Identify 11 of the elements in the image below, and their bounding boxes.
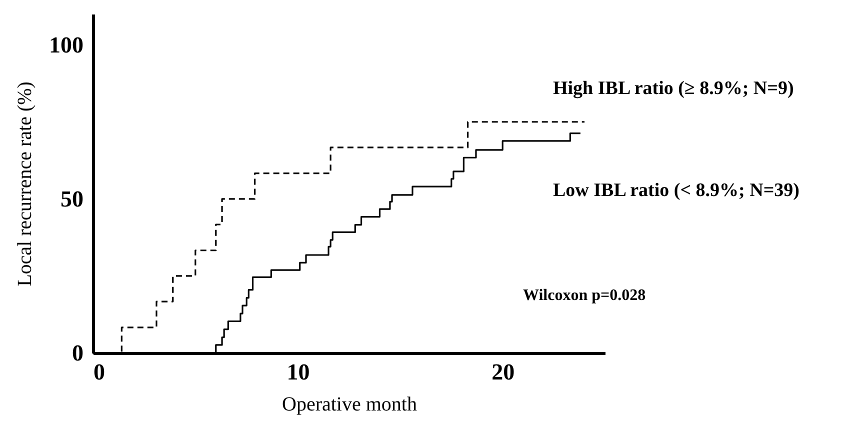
y-axis-title: Local recurrence rate (%) <box>14 82 36 286</box>
x-tick-label: 10 <box>286 360 310 384</box>
annotation: Wilcoxon p=0.028 <box>523 287 646 304</box>
y-tick-label: 100 <box>49 32 84 58</box>
series-label: High IBL ratio (≥ 8.9%; N=9) <box>553 78 794 99</box>
x-axis-title: Operative month <box>282 394 417 416</box>
y-tick-label: 50 <box>60 186 84 212</box>
y-tick-label: 0 <box>72 340 84 366</box>
x-tick-label: 0 <box>94 360 105 384</box>
x-tick-label: 20 <box>492 360 515 384</box>
text: Low IBL ratio (< 8.9%; N=39) <box>553 180 800 201</box>
